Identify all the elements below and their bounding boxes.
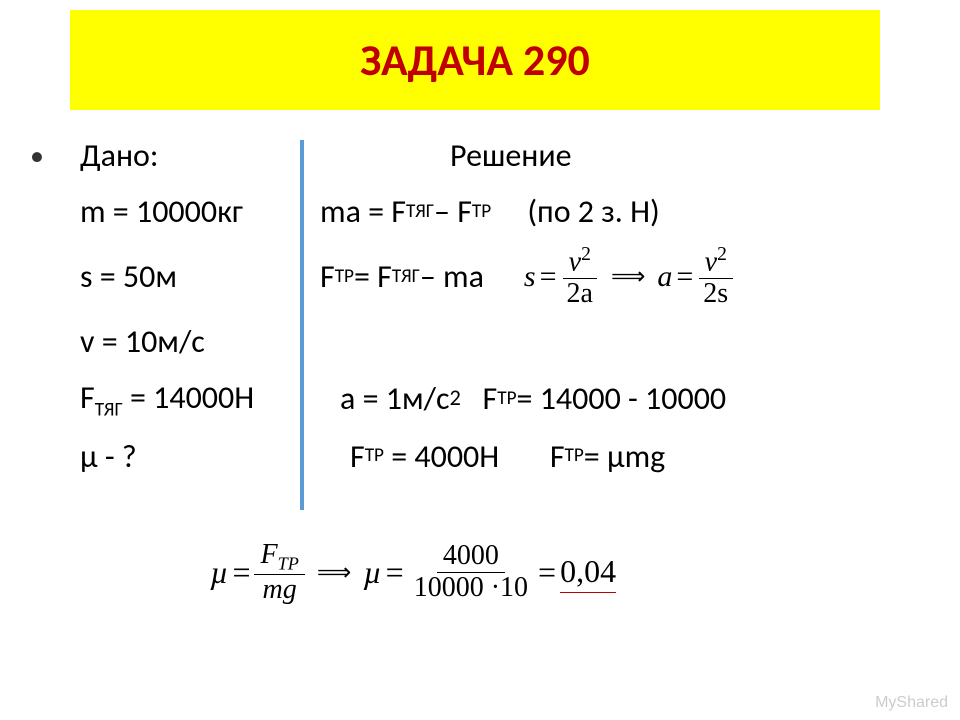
header-row: • Дано: Решение — [30, 130, 930, 182]
fsa-a: a — [657, 253, 672, 301]
sol-line1-sub1: ТЯГ — [406, 197, 434, 228]
sol-line5-b: = 4000Н F — [384, 431, 565, 482]
sol-line1-b: – F — [434, 186, 472, 237]
fsa-den2: 2s — [697, 279, 734, 310]
sol-line4: a = 1м/с2 FТР = 14000 - 10000 — [320, 373, 930, 424]
sol-line2-b: = F — [354, 251, 392, 302]
given-m: m = 10000кг — [70, 186, 320, 237]
given-ftyag-sub: ТЯГ — [95, 398, 123, 421]
sol-line2-c: – ma — [420, 251, 484, 302]
fmu-result: 0,04 — [560, 553, 616, 593]
given-v: v = 10м/с — [70, 316, 320, 367]
given-s: s = 50м — [70, 251, 320, 302]
sol-line1-c: (по 2 з. Н) — [491, 186, 660, 237]
sol-line5-sub1: ТР — [365, 441, 384, 472]
frac-s: v2 2a — [561, 244, 599, 310]
sol-line2-sub2: ТЯГ — [392, 262, 420, 293]
fmu-ftp-sub: TP — [278, 554, 299, 574]
sol-line1-sub2: ТР — [472, 197, 491, 228]
sol-line2-a: F — [320, 251, 335, 302]
row-s: s = 50м FТР = FТЯГ – ma s = v2 2a ⟹ a = … — [30, 242, 930, 312]
fsa-sup1: 2 — [581, 244, 591, 265]
arrow-icon-2: ⟹ — [317, 558, 351, 587]
fsa-s: s — [524, 253, 536, 301]
fmu-ftp: F — [260, 539, 277, 570]
row-v: v = 10м/с — [30, 316, 930, 368]
bullet-icon: • — [30, 134, 70, 179]
fmu-mu2: µ — [363, 554, 381, 591]
sol-line4-sub: ТР — [497, 384, 516, 415]
given-ftyag: FТЯГ = 14000Н — [70, 372, 320, 426]
sol-line2-sub1: ТР — [335, 262, 354, 293]
formula-mu-result: µ = FTP mg ⟹ µ = 4000 10000 ·10 = 0,04 — [210, 540, 616, 605]
fsa-v2: v — [705, 246, 717, 277]
sol-line4-sup: 2 — [449, 381, 460, 417]
sol-line5: FТР = 4000Н FТР = µmg — [320, 431, 930, 482]
given-label: Дано: — [70, 130, 320, 181]
sol-line4-c: = 14000 - 10000 — [517, 373, 727, 424]
row-mu: µ - ? FТР = 4000Н FТР = µmg — [30, 430, 930, 482]
given-ftyag-f: F — [80, 378, 95, 417]
sol-line1-a: ma = F — [320, 186, 406, 237]
formula-s-a: s = v2 2a ⟹ a = v2 2s — [524, 244, 734, 310]
fsa-sup2: 2 — [717, 244, 727, 265]
sol-line4-a: a = 1м/с — [340, 373, 449, 424]
fsa-v1: v — [569, 246, 581, 277]
title-text: ЗАДАЧА 290 — [360, 33, 590, 87]
frac-mu1: FTP mg — [254, 540, 304, 605]
sol-line5-a: F — [350, 431, 365, 482]
fmu-mu1: µ — [210, 554, 228, 591]
watermark: MyShared — [875, 694, 948, 712]
sol-line4-b: F — [461, 373, 497, 424]
title-box: ЗАДАЧА 290 — [70, 10, 880, 110]
fsa-den1: 2a — [561, 279, 599, 310]
frac-mu2: 4000 10000 ·10 — [408, 541, 534, 604]
sol-line1: ma = FТЯГ – FТР (по 2 з. Н) — [320, 186, 930, 237]
fmu-den: 10000 ·10 — [408, 573, 534, 604]
arrow-icon: ⟹ — [611, 258, 645, 296]
fmu-num: 4000 — [437, 541, 505, 573]
frac-a: v2 2s — [697, 244, 734, 310]
fmu-mg: mg — [257, 575, 303, 606]
given-ftyag-rest: = 14000Н — [123, 378, 254, 417]
row-ftyag: FТЯГ = 14000Н a = 1м/с2 FТР = 14000 - 10… — [30, 372, 930, 426]
solution-label: Решение — [320, 130, 930, 181]
sol-line2: FТР = FТЯГ – ma s = v2 2a ⟹ a = v2 2s — [320, 244, 930, 310]
row-m: m = 10000кг ma = FТЯГ – FТР (по 2 з. Н) — [30, 186, 930, 238]
sol-line5-c: = µmg — [584, 431, 665, 482]
sol-line5-sub2: ТР — [565, 441, 584, 472]
given-mu: µ - ? — [70, 431, 320, 482]
content-area: • Дано: Решение m = 10000кг ma = FТЯГ – … — [30, 130, 930, 486]
